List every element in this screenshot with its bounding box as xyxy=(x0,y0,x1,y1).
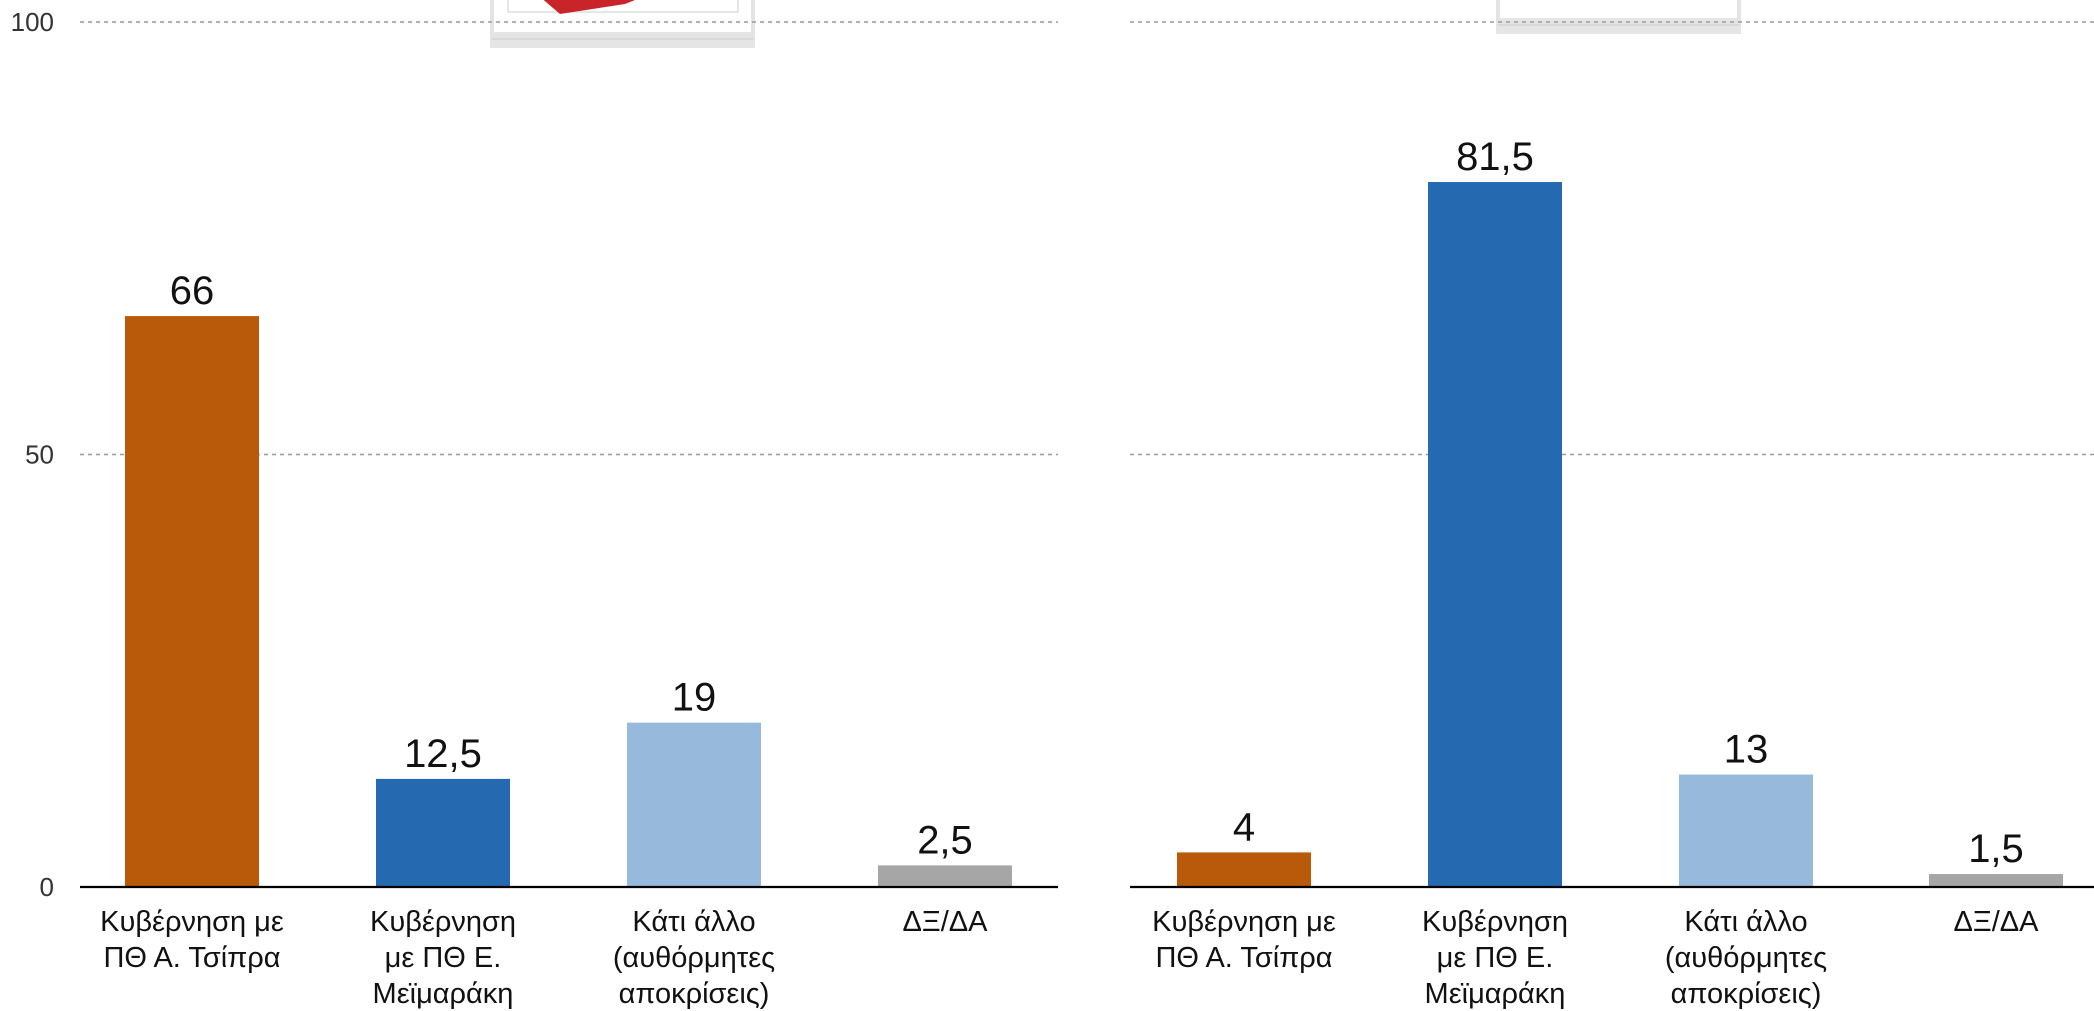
data-label: 2,5 xyxy=(917,818,973,862)
y-tick-label: 0 xyxy=(40,872,54,902)
bar xyxy=(376,778,510,887)
x-tick-label: Κάτι άλλο (αυθόρμητες αποκρίσεις) xyxy=(1665,906,1827,1010)
bar xyxy=(1929,874,2063,887)
bar xyxy=(627,722,761,887)
bar xyxy=(1679,774,1813,887)
x-tick-label: Κάτι άλλο (αυθόρμητες αποκρίσεις) xyxy=(613,906,775,1010)
chart-panel-left: 0 50 100 66 Κυβέρνηση με ΠΘ Α. Τσίπρα 12,5 Κυβέ… xyxy=(11,7,1058,1010)
data-label: 81,5 xyxy=(1456,135,1534,179)
chart-panel-right: 4 Κυβέρνηση με ΠΘ Α. Τσίπρα 81,5 Κυβέρνηση με… xyxy=(1130,21,2094,1010)
data-label: 19 xyxy=(672,676,717,720)
data-label: 4 xyxy=(1233,805,1255,849)
bar xyxy=(125,316,259,888)
logo-left xyxy=(490,0,755,48)
bar xyxy=(1428,182,1562,887)
data-label: 1,5 xyxy=(1968,827,2024,871)
x-tick-label: Κυβέρνηση με ΠΘ Ε. Μεϊμαράκη xyxy=(370,906,516,1010)
logo-red-shape xyxy=(543,0,635,14)
x-tick-label: Κυβέρνηση με ΠΘ Α. Τσίπρα xyxy=(100,906,284,974)
data-label: 66 xyxy=(170,269,215,313)
data-label: 12,5 xyxy=(404,732,482,776)
bar xyxy=(1177,852,1311,887)
logo-right xyxy=(1496,0,1741,34)
x-tick-label: Κυβέρνηση με ΠΘ Ε. Μεϊμαράκη xyxy=(1422,906,1568,1010)
bar xyxy=(878,865,1012,887)
data-label: 13 xyxy=(1724,728,1769,772)
y-tick-label: 50 xyxy=(25,440,54,470)
x-tick-label: Κυβέρνηση με ΠΘ Α. Τσίπρα xyxy=(1152,906,1336,974)
x-tick-label: ΔΞ/ΔΑ xyxy=(1954,906,2040,938)
y-tick-label: 100 xyxy=(11,7,54,37)
x-tick-label: ΔΞ/ΔΑ xyxy=(903,906,989,938)
